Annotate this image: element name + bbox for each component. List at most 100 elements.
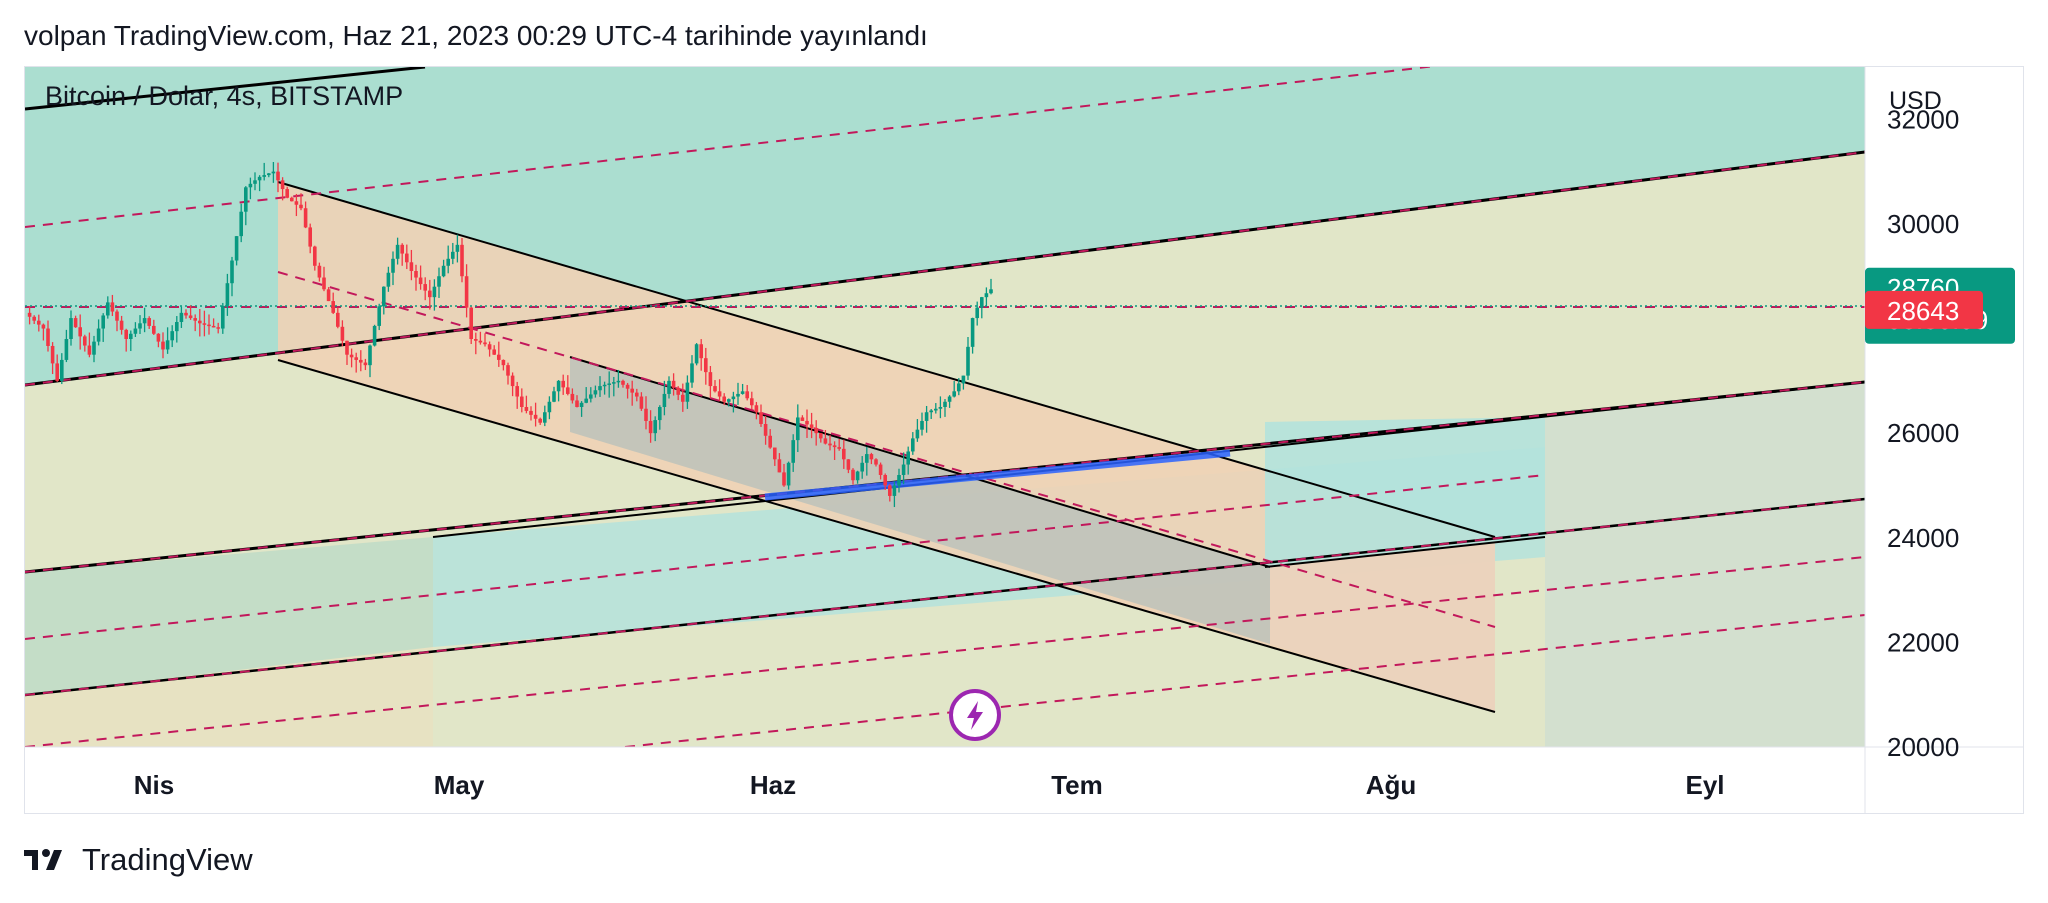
candle-body	[96, 328, 101, 342]
candle-body	[842, 448, 846, 460]
candle-body	[920, 420, 924, 430]
candle-body	[340, 326, 345, 341]
candle-body	[717, 391, 722, 397]
candle-body	[915, 429, 920, 439]
y-tick-label: 20000	[1887, 732, 1959, 762]
candle-body	[446, 258, 450, 266]
candle-body	[253, 180, 257, 184]
lightning-icon[interactable]	[949, 689, 1001, 741]
x-tick-label: Haz	[750, 770, 796, 800]
price-axis[interactable]: USD 32000300002800026000240002200020000 …	[25, 67, 2023, 813]
candle-body	[267, 173, 271, 176]
candle-body	[349, 354, 354, 358]
candle-body	[524, 407, 529, 411]
price-chart[interactable]: USD 32000300002800026000240002200020000 …	[25, 67, 2023, 813]
candle-body	[892, 485, 897, 496]
channel-zone-9	[570, 357, 1270, 644]
candle-body	[239, 211, 243, 237]
candle-body	[405, 253, 409, 263]
candle-body	[616, 380, 621, 383]
candle-body	[722, 396, 726, 402]
channel-zone-1	[25, 152, 1865, 572]
candle-body	[234, 236, 239, 261]
candle-body	[437, 276, 441, 287]
candle-body	[625, 384, 630, 389]
candle-body	[704, 358, 708, 373]
candle-body	[60, 359, 64, 381]
candle-body	[110, 302, 115, 312]
price-candles	[27, 161, 993, 508]
candle-body	[175, 322, 179, 332]
y-tick-label: 22000	[1887, 627, 1959, 657]
x-tick-labels[interactable]: Nis May Haz Tem Ağu Eyl	[134, 770, 1725, 800]
tradingview-logo[interactable]: TradingView	[24, 842, 253, 878]
candle-body	[497, 354, 501, 360]
candle-body	[377, 306, 381, 326]
candle-body	[966, 346, 970, 376]
candle-body	[382, 286, 386, 307]
candle-body	[630, 388, 634, 393]
candle-body	[400, 244, 404, 254]
candle-body	[133, 328, 138, 334]
candle-body	[658, 407, 662, 421]
dashed-line-6	[624, 614, 1865, 747]
candle-body	[814, 427, 818, 434]
candle-body	[828, 443, 832, 446]
candle-body	[280, 180, 285, 190]
candle-body	[359, 359, 363, 363]
candle-body	[947, 396, 952, 402]
candle-body	[170, 331, 174, 341]
dashed-line-4	[25, 498, 1865, 696]
candle-body	[290, 197, 294, 202]
candle-body	[980, 297, 984, 308]
x-tick-label: Tem	[1051, 770, 1103, 800]
candle-body	[428, 290, 432, 298]
candle-body	[198, 320, 202, 324]
candle-body	[529, 410, 533, 415]
y-tick-label: 32000	[1887, 104, 1959, 134]
candle-body	[520, 396, 524, 407]
candle-body	[699, 344, 703, 359]
channel-zone-10	[1270, 537, 1495, 712]
candle-body	[409, 262, 414, 271]
candle-body	[851, 469, 855, 481]
candle-body	[832, 445, 837, 448]
channel-zone-11	[1265, 417, 1545, 567]
candle-body	[552, 391, 556, 402]
dashed-line-1	[25, 151, 1865, 386]
candle-body	[83, 336, 87, 346]
trend-line-4	[25, 67, 426, 111]
candle-body	[901, 464, 906, 475]
x-tick-label: Nis	[134, 770, 174, 800]
candle-body	[713, 386, 717, 392]
candle-body	[188, 315, 193, 319]
candle-body	[593, 390, 598, 395]
candle-body	[579, 402, 584, 407]
candle-body	[230, 260, 234, 284]
candle-body	[331, 301, 335, 313]
candle-body	[119, 320, 124, 330]
candle-body	[225, 283, 230, 306]
candle-body	[221, 305, 225, 329]
candle-body	[492, 349, 496, 355]
candle-body	[975, 307, 979, 319]
candle-body	[754, 405, 759, 413]
candle-body	[142, 318, 147, 324]
candle-body	[984, 293, 989, 298]
candle-body	[860, 462, 864, 472]
candle-body	[179, 312, 184, 322]
candle-body	[662, 393, 667, 407]
candle-body	[216, 327, 220, 329]
candle-body	[501, 359, 506, 366]
candle-body	[768, 435, 772, 448]
dashed-line-7	[277, 271, 1496, 628]
candle-body	[736, 393, 740, 397]
candle-body	[612, 382, 616, 384]
candle-body	[708, 372, 713, 387]
candle-body	[938, 407, 943, 409]
candle-body	[510, 375, 515, 387]
price-badges: 2876003:30:0928643	[1865, 267, 2015, 344]
candle-body	[276, 171, 280, 181]
candle-body	[952, 391, 956, 397]
dashed-line-5	[25, 556, 1865, 747]
